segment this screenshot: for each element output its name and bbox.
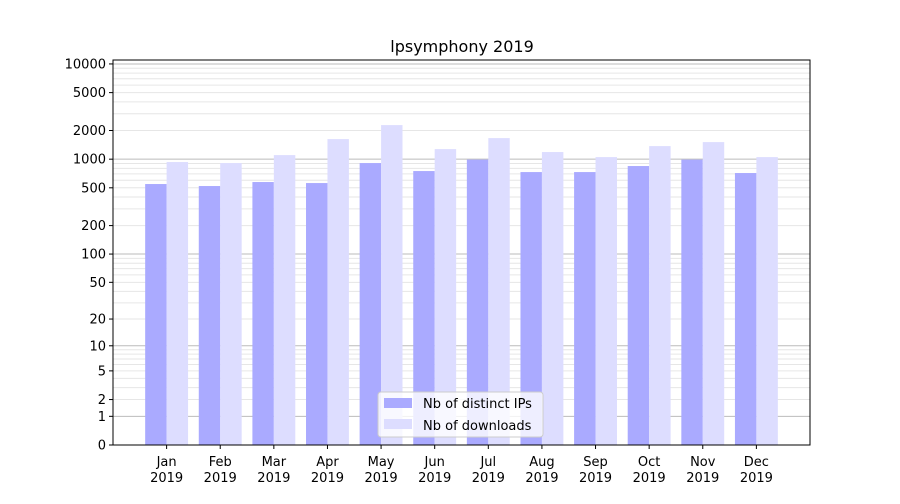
- chart-title: lpsymphony 2019: [390, 37, 534, 56]
- bars: [145, 125, 778, 446]
- x-tick-label: Apr 2019: [311, 455, 344, 486]
- x-tick-label-line: May: [368, 455, 395, 470]
- x-tick-label-line: 2019: [686, 471, 719, 486]
- bar-distinct-ips: [574, 172, 596, 445]
- bar-distinct-ips: [306, 183, 328, 446]
- bar-downloads: [702, 142, 725, 445]
- x-tick-label-line: 2019: [472, 471, 505, 486]
- y-tick-label: 5000: [73, 86, 106, 101]
- x-tick-label-line: Apr: [316, 455, 339, 470]
- x-tick-label-line: 2019: [579, 471, 612, 486]
- y-tick-label: 1: [98, 410, 106, 425]
- bar-distinct-ips: [252, 182, 274, 446]
- y-tick-label: 0: [98, 439, 106, 454]
- bar-downloads: [595, 157, 617, 446]
- y-tick-label: 500: [81, 181, 106, 196]
- x-tick-label-line: 2019: [525, 471, 558, 486]
- bar-downloads: [434, 149, 457, 446]
- y-tick-label: 20: [89, 313, 106, 328]
- bar-downloads: [327, 139, 349, 445]
- bar-downloads: [649, 146, 671, 445]
- x-tick-label: Jan 2019: [150, 455, 183, 486]
- bar-downloads: [220, 163, 242, 445]
- legend-swatch-downloads: [384, 419, 412, 429]
- y-tick-label: 2: [98, 393, 106, 408]
- bar-distinct-ips: [466, 159, 489, 445]
- x-tick-label-line: Sep: [583, 455, 608, 470]
- y-tick-label: 1000: [73, 153, 106, 168]
- x-tick-label: May 2019: [365, 455, 398, 486]
- bar-distinct-ips: [627, 166, 650, 445]
- y-tick-label: 50: [89, 276, 106, 291]
- legend-swatch-ips: [384, 398, 412, 408]
- x-tick-label-line: 2019: [418, 471, 451, 486]
- x-tick-label-line: Oct: [638, 455, 660, 470]
- bar-distinct-ips: [198, 186, 221, 445]
- x-tick-label-line: 2019: [257, 471, 290, 486]
- bar-distinct-ips: [359, 163, 382, 445]
- plot-frame: [112, 59, 811, 446]
- x-tick-label: Oct 2019: [633, 455, 666, 486]
- bar-distinct-ips: [681, 159, 703, 445]
- x-tick-label-line: Jul: [479, 455, 496, 470]
- bar-downloads: [381, 125, 403, 445]
- bar-distinct-ips: [734, 173, 757, 445]
- bar-distinct-ips: [413, 171, 435, 445]
- x-tick-label-line: 2019: [204, 471, 237, 486]
- x-tick-label-line: Jan: [156, 455, 177, 470]
- legend-box: [377, 391, 544, 438]
- x-tick-label-line: 2019: [740, 471, 773, 486]
- y-tick-label: 10: [89, 339, 106, 354]
- legend-label-downloads: Nb of downloads: [423, 419, 532, 434]
- x-tick-label: Nov 2019: [686, 455, 719, 486]
- x-tick-label: Mar 2019: [257, 455, 290, 486]
- y-tick-label: 100: [81, 248, 106, 263]
- x-tick-label-line: 2019: [365, 471, 398, 486]
- bar-downloads: [541, 152, 564, 445]
- bar-distinct-ips: [145, 184, 167, 445]
- legend: Nb of distinct IPs Nb of downloads: [377, 391, 544, 438]
- x-tick-label-line: Feb: [209, 455, 232, 470]
- x-tick-label-line: 2019: [150, 471, 183, 486]
- y-axis: 0 1 2 5 10 20 50 100 200 500 1000 2000 5000 10000: [65, 57, 113, 454]
- y-tick-label: 2000: [73, 124, 106, 139]
- bar-distinct-ips: [520, 172, 542, 445]
- x-tick-label: Aug 2019: [525, 455, 558, 486]
- x-tick-label: Sep 2019: [579, 455, 612, 486]
- x-tick-label: Jun 2019: [418, 455, 451, 486]
- x-tick-label-line: Mar: [262, 455, 287, 470]
- bar-downloads: [488, 138, 510, 445]
- bar-downloads: [273, 155, 296, 445]
- x-tick-label-line: Dec: [744, 455, 769, 470]
- x-tick-label-line: Jun: [424, 455, 445, 470]
- x-tick-label-line: Aug: [529, 455, 554, 470]
- x-tick-label: Dec 2019: [740, 455, 773, 486]
- y-tick-label: 200: [81, 219, 106, 234]
- x-tick-label-line: Nov: [690, 455, 716, 470]
- bar-downloads: [756, 157, 778, 446]
- bar-downloads: [166, 162, 189, 445]
- x-tick-label-line: 2019: [311, 471, 344, 486]
- x-tick-label-line: 2019: [633, 471, 666, 486]
- x-tick-label: Jul 2019: [472, 455, 505, 486]
- y-tick-label: 10000: [65, 57, 106, 72]
- x-tick-label: Feb 2019: [204, 455, 237, 486]
- y-tick-label: 5: [98, 364, 106, 379]
- legend-label-ips: Nb of distinct IPs: [423, 397, 532, 412]
